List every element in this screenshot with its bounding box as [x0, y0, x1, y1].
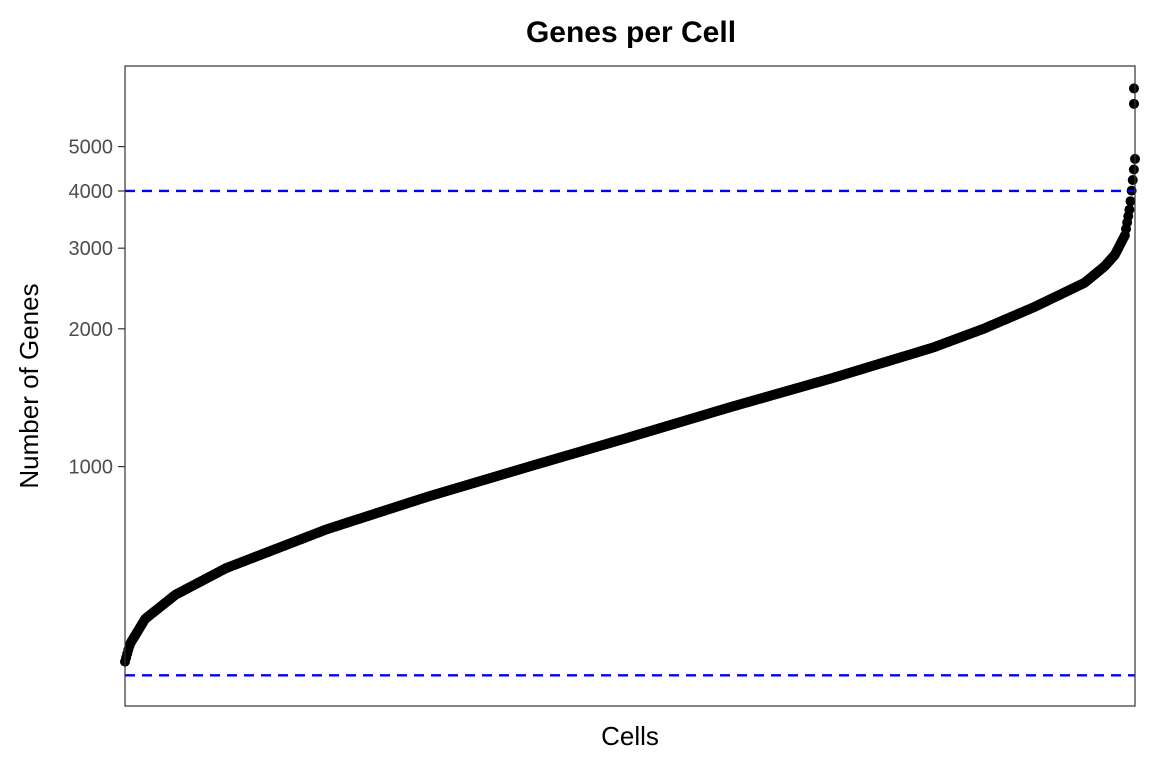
chart-title: Genes per Cell — [526, 16, 736, 49]
y-tick-label: 4000 — [69, 181, 114, 203]
y-tick-label: 5000 — [69, 137, 114, 159]
outlier-point — [1128, 83, 1139, 94]
x-axis-title: Cells — [601, 721, 659, 751]
y-tick-label: 3000 — [69, 238, 114, 260]
threshold-lines — [125, 189, 1135, 677]
data-points — [120, 83, 1140, 667]
data-point — [1124, 204, 1135, 215]
y-axis: 1000 2000 3000 4000 5000 — [69, 137, 125, 479]
y-axis-title: Number of Genes — [14, 283, 44, 488]
data-point — [1128, 164, 1139, 175]
outlier-point — [1128, 98, 1139, 109]
plot-panel — [124, 65, 1136, 707]
data-point — [1125, 196, 1136, 207]
data-point — [1127, 175, 1138, 186]
y-tick-label: 2000 — [69, 319, 114, 341]
y-tick-label: 1000 — [69, 457, 114, 479]
